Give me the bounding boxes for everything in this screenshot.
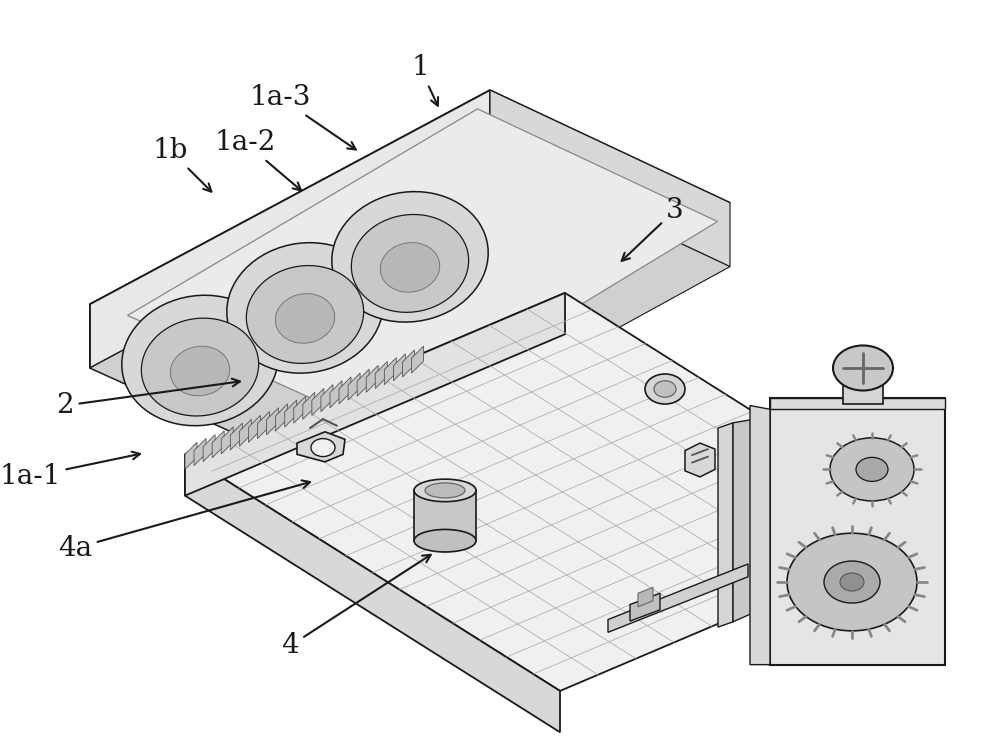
Polygon shape <box>330 381 342 408</box>
Ellipse shape <box>275 294 335 343</box>
Ellipse shape <box>246 266 364 363</box>
Polygon shape <box>185 442 197 469</box>
Polygon shape <box>203 435 215 462</box>
Polygon shape <box>230 423 242 450</box>
Text: 1a-2: 1a-2 <box>214 129 301 191</box>
Polygon shape <box>750 406 770 665</box>
Polygon shape <box>384 357 396 385</box>
Polygon shape <box>185 293 565 496</box>
Polygon shape <box>303 392 315 419</box>
Polygon shape <box>608 564 748 632</box>
Polygon shape <box>733 419 755 622</box>
Text: 2: 2 <box>56 379 240 419</box>
Polygon shape <box>402 350 414 377</box>
Text: 1a-3: 1a-3 <box>249 84 356 149</box>
Polygon shape <box>770 398 945 665</box>
Circle shape <box>645 374 685 404</box>
Polygon shape <box>267 408 279 435</box>
Polygon shape <box>490 90 730 267</box>
Text: 1b: 1b <box>152 137 211 192</box>
Polygon shape <box>276 404 288 431</box>
Polygon shape <box>90 154 730 481</box>
Polygon shape <box>297 432 345 462</box>
Text: 1: 1 <box>411 54 438 106</box>
Polygon shape <box>843 374 883 404</box>
Polygon shape <box>393 354 405 381</box>
Polygon shape <box>257 412 269 439</box>
Polygon shape <box>685 443 715 477</box>
Polygon shape <box>630 593 660 621</box>
Polygon shape <box>185 454 560 732</box>
Text: 4a: 4a <box>58 481 310 562</box>
Circle shape <box>856 457 888 481</box>
Text: 3: 3 <box>622 197 684 261</box>
Polygon shape <box>375 361 387 388</box>
Polygon shape <box>212 431 224 458</box>
Polygon shape <box>321 385 333 412</box>
Polygon shape <box>285 400 297 427</box>
Ellipse shape <box>227 243 383 373</box>
Polygon shape <box>185 293 940 691</box>
Polygon shape <box>718 423 733 627</box>
Ellipse shape <box>380 243 440 292</box>
Polygon shape <box>221 427 233 454</box>
Circle shape <box>787 533 917 631</box>
Polygon shape <box>90 90 490 368</box>
Text: 4: 4 <box>281 555 431 659</box>
Ellipse shape <box>351 215 469 312</box>
Polygon shape <box>90 304 340 481</box>
Polygon shape <box>90 90 730 417</box>
Circle shape <box>311 439 335 457</box>
Ellipse shape <box>425 483 465 498</box>
Circle shape <box>833 345 893 391</box>
Polygon shape <box>412 346 424 373</box>
Ellipse shape <box>122 295 278 426</box>
Polygon shape <box>312 388 324 415</box>
Polygon shape <box>294 396 306 423</box>
Circle shape <box>824 561 880 603</box>
Ellipse shape <box>170 346 230 396</box>
Text: 1a-1: 1a-1 <box>0 451 140 490</box>
Ellipse shape <box>141 318 259 416</box>
Polygon shape <box>128 109 718 428</box>
Polygon shape <box>194 439 206 466</box>
Polygon shape <box>357 369 369 397</box>
Circle shape <box>840 573 864 591</box>
Circle shape <box>654 381 676 397</box>
Polygon shape <box>770 398 945 409</box>
Ellipse shape <box>414 479 476 502</box>
Polygon shape <box>638 587 653 607</box>
Circle shape <box>830 438 914 501</box>
Polygon shape <box>414 490 476 541</box>
Polygon shape <box>248 415 260 442</box>
Ellipse shape <box>414 529 476 552</box>
Polygon shape <box>366 365 378 392</box>
Polygon shape <box>239 419 251 446</box>
Polygon shape <box>348 373 360 400</box>
Ellipse shape <box>332 192 488 322</box>
Polygon shape <box>339 377 351 404</box>
